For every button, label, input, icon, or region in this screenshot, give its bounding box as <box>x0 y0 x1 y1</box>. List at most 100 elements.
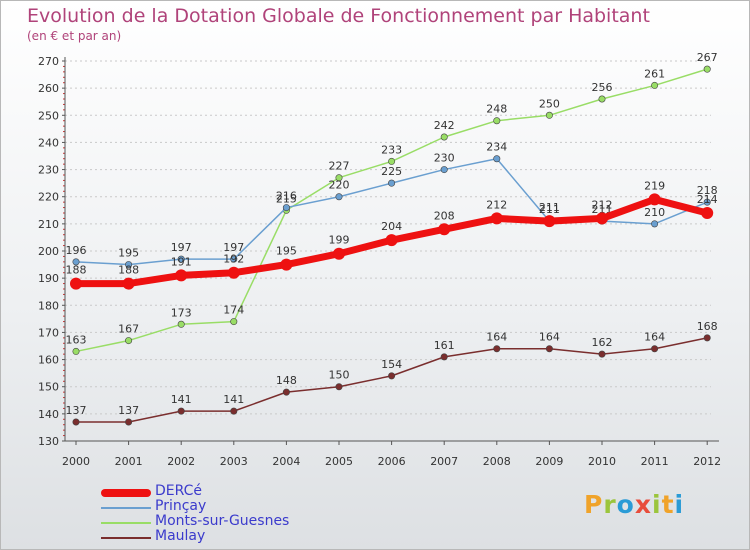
x-tick-label: 2012 <box>693 455 721 468</box>
data-point <box>490 212 503 225</box>
data-point <box>545 345 553 353</box>
data-point <box>125 337 133 345</box>
data-label: 197 <box>223 241 244 254</box>
legend-item: Prinçay <box>101 498 361 515</box>
logo-letter: r <box>603 490 617 519</box>
data-label: 212 <box>592 198 613 211</box>
series-line-maulay <box>76 337 708 423</box>
data-label: 195 <box>276 245 297 258</box>
y-tick-label: 200 <box>38 245 59 258</box>
legend-item: Maulay <box>101 528 361 545</box>
data-point <box>125 418 133 426</box>
data-label: 219 <box>644 179 665 192</box>
x-tick-label: 2004 <box>272 455 300 468</box>
data-label: 163 <box>66 333 87 346</box>
data-label: 242 <box>434 119 455 132</box>
data-point <box>651 345 659 353</box>
y-tick-label: 220 <box>38 191 59 204</box>
data-point <box>388 179 396 187</box>
data-point <box>596 212 608 225</box>
data-label: 230 <box>434 152 455 165</box>
data-label: 162 <box>592 336 613 349</box>
data-label: 267 <box>697 51 718 64</box>
data-label: 188 <box>66 264 87 277</box>
data-label: 195 <box>118 247 139 260</box>
data-point <box>493 155 501 163</box>
data-point <box>70 277 82 290</box>
x-tick-label: 2007 <box>430 455 458 468</box>
data-label: 164 <box>539 331 560 344</box>
y-tick-label: 180 <box>38 299 59 312</box>
logo-letter: i <box>674 490 685 519</box>
data-point <box>703 198 711 206</box>
data-point <box>545 111 553 119</box>
data-label: 137 <box>118 404 139 417</box>
data-label: 256 <box>592 81 613 94</box>
legend-label: DERCé <box>155 483 203 499</box>
legend-label: Prinçay <box>155 498 207 514</box>
data-point <box>598 350 606 358</box>
legend-swatch <box>101 537 151 539</box>
data-label: 211 <box>539 203 560 216</box>
logo-letter: i <box>652 490 662 519</box>
data-point <box>177 255 185 263</box>
data-label: 204 <box>381 220 402 233</box>
data-label: 220 <box>329 179 350 192</box>
data-label: 173 <box>171 306 192 319</box>
data-point <box>493 117 501 125</box>
legend-label: Monts-sur-Guesnes <box>155 513 290 529</box>
data-label: 150 <box>329 369 350 382</box>
y-tick-label: 260 <box>38 82 59 95</box>
chart-title: Evolution de la Dotation Globale de Fonc… <box>27 5 650 27</box>
y-tick-label: 250 <box>38 109 59 122</box>
logo-letter: x <box>634 490 652 519</box>
y-tick-label: 190 <box>38 272 59 285</box>
data-point <box>388 157 396 165</box>
legend-swatch <box>101 489 151 497</box>
data-point <box>72 347 80 355</box>
logo-letter: o <box>616 490 635 519</box>
data-point <box>701 207 714 219</box>
data-point <box>282 204 290 212</box>
y-tick-label: 210 <box>38 218 59 231</box>
data-point <box>230 255 238 263</box>
data-point <box>440 133 448 141</box>
data-point <box>335 193 343 201</box>
data-point <box>703 334 711 342</box>
data-label: 188 <box>118 264 139 277</box>
data-point <box>72 418 80 426</box>
data-label: 167 <box>118 323 139 336</box>
x-tick-label: 2008 <box>483 455 511 468</box>
data-point <box>333 247 345 260</box>
y-tick-label: 230 <box>38 164 59 177</box>
data-point <box>651 81 659 89</box>
data-label: 164 <box>486 331 507 344</box>
data-label: 227 <box>329 160 350 173</box>
data-label: 233 <box>381 143 402 156</box>
data-point <box>440 353 448 361</box>
logo-letter: t <box>661 490 675 519</box>
data-label: 250 <box>539 97 560 110</box>
data-label: 141 <box>171 393 192 406</box>
data-point <box>230 407 238 415</box>
data-point <box>335 174 343 182</box>
data-point <box>440 166 448 174</box>
y-tick-label: 150 <box>38 381 59 394</box>
data-label: 197 <box>171 241 192 254</box>
data-point <box>598 95 606 103</box>
data-point <box>72 258 80 266</box>
x-tick-label: 2005 <box>325 455 353 468</box>
data-point <box>388 372 396 380</box>
data-label: 154 <box>381 358 402 371</box>
data-label: 208 <box>434 209 455 222</box>
chart-subtitle: (en € et par an) <box>27 29 122 43</box>
legend: DERCé Prinçay Monts-sur-Guesnes Maulay <box>101 483 361 545</box>
x-tick-label: 2003 <box>220 455 248 468</box>
data-label: 174 <box>223 304 244 317</box>
logo-letter: P <box>584 490 604 519</box>
x-tick-label: 2006 <box>378 455 406 468</box>
y-tick-label: 130 <box>38 435 59 448</box>
data-point <box>282 388 290 396</box>
